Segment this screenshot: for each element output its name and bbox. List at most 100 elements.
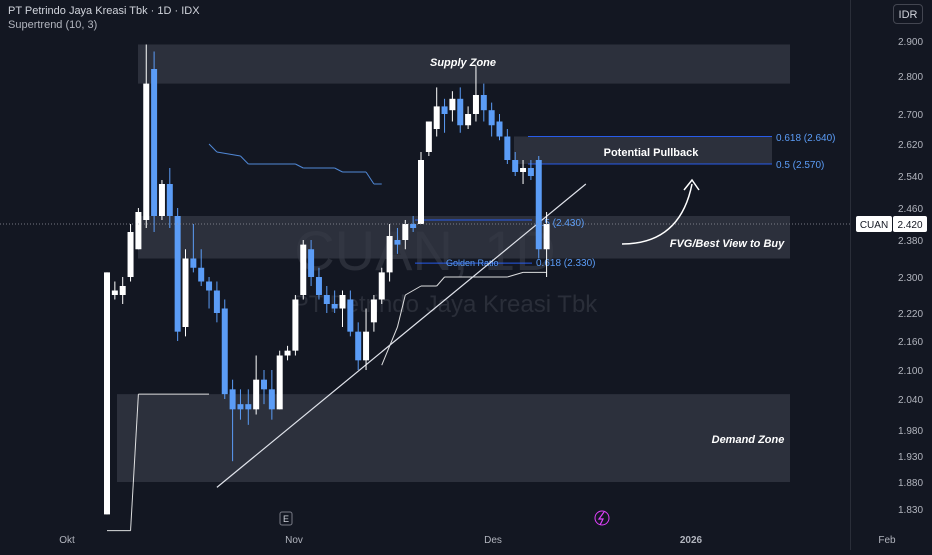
candle-body[interactable]	[229, 389, 236, 410]
candle-body[interactable]	[418, 160, 424, 224]
candle-body[interactable]	[378, 272, 385, 300]
supertrend-line	[208, 143, 218, 153]
candle-body[interactable]	[119, 286, 126, 295]
candle-body[interactable]	[127, 232, 134, 277]
supertrend-line	[240, 155, 249, 165]
y-tick-label: 2.700	[898, 110, 923, 121]
y-tick-label: 2.900	[898, 37, 923, 48]
fvg-label: FVG/Best View to Buy	[670, 238, 785, 250]
supertrend-line	[295, 163, 304, 169]
candle-body[interactable]	[268, 389, 275, 410]
y-tick-label: 1.980	[898, 426, 923, 437]
candle-body[interactable]	[182, 258, 189, 328]
trendline[interactable]	[216, 183, 587, 488]
candle-body[interactable]	[543, 224, 550, 250]
candle-body[interactable]	[402, 224, 409, 240]
candle-body[interactable]	[512, 160, 519, 172]
price-tag-label: 2.420	[897, 220, 922, 231]
candle-body[interactable]	[135, 212, 142, 250]
y-tick-label: 2.220	[898, 309, 923, 320]
candle-body[interactable]	[520, 168, 527, 172]
candle-body[interactable]	[323, 295, 330, 304]
candle-body[interactable]	[292, 299, 299, 351]
arrow-head	[683, 178, 700, 191]
candle-body[interactable]	[315, 277, 322, 295]
candle-body[interactable]	[535, 160, 542, 250]
candle-body[interactable]	[308, 249, 315, 277]
y-tick-label: 2.040	[898, 395, 923, 406]
golden-ratio-label: Golden Ratio	[446, 258, 499, 268]
fib-level-label: 0.618 (2.640)	[776, 133, 836, 144]
y-tick-label: 1.830	[898, 505, 923, 516]
ticker-tag[interactable]	[856, 216, 892, 232]
candle-body[interactable]	[158, 184, 165, 216]
candle-body[interactable]	[300, 244, 307, 295]
supertrend-line	[130, 394, 139, 531]
pullback-label: Potential Pullback	[604, 147, 700, 159]
pullback-zone[interactable]	[514, 136, 772, 165]
indicator-label[interactable]: Supertrend (10, 3)	[8, 19, 98, 31]
lightning-icon	[597, 511, 605, 526]
candle-body[interactable]	[143, 83, 150, 220]
y-tick-label: 1.880	[898, 478, 923, 489]
candle-body[interactable]	[363, 331, 370, 361]
candle-body[interactable]	[465, 114, 472, 126]
supertrend-line	[405, 285, 422, 296]
candle-body[interactable]	[166, 184, 173, 216]
price-tag[interactable]	[893, 216, 927, 232]
candle-body[interactable]	[488, 110, 495, 126]
candle-body[interactable]	[480, 95, 487, 111]
candle-body[interactable]	[284, 350, 291, 356]
candle-body[interactable]	[504, 136, 511, 161]
candle-body[interactable]	[339, 295, 346, 309]
earnings-marker[interactable]	[279, 511, 293, 526]
candle-body[interactable]	[370, 299, 377, 323]
candle-body[interactable]	[441, 106, 448, 114]
candle-body[interactable]	[198, 267, 205, 282]
candle-body[interactable]	[261, 379, 267, 390]
dividend-icon[interactable]	[594, 510, 610, 526]
demand-zone[interactable]	[117, 394, 790, 482]
candle-body[interactable]	[457, 98, 464, 126]
demand-zone-label: Demand Zone	[712, 434, 785, 446]
candle-body[interactable]	[355, 331, 362, 361]
candle-body[interactable]	[433, 106, 440, 129]
candle-body[interactable]	[410, 224, 417, 228]
supply-zone-label: Supply Zone	[430, 57, 496, 69]
candle-body[interactable]	[151, 69, 158, 216]
candle-body[interactable]	[104, 272, 110, 515]
candle-body[interactable]	[472, 95, 479, 114]
candle-body[interactable]	[347, 299, 354, 332]
candle-body[interactable]	[245, 404, 252, 410]
candle-body[interactable]	[331, 304, 338, 309]
candle-body[interactable]	[174, 216, 181, 332]
candle-body[interactable]	[425, 121, 432, 153]
candle-body[interactable]	[394, 240, 401, 245]
x-tick-label: Nov	[285, 535, 303, 546]
fvg-zone[interactable]	[138, 216, 790, 259]
y-tick-label: 2.800	[898, 72, 923, 83]
candle-body[interactable]	[190, 258, 197, 268]
symbol-title[interactable]: PT Petrindo Jaya Kreasi Tbk · 1D · IDX	[8, 5, 200, 17]
y-tick-label: 2.160	[898, 337, 923, 348]
y-tick-label: 2.100	[898, 366, 923, 377]
candle-body[interactable]	[386, 236, 393, 273]
candle-body[interactable]	[221, 308, 228, 395]
currency-button[interactable]: IDR	[893, 4, 923, 24]
candle-body[interactable]	[237, 404, 244, 410]
candle-body[interactable]	[213, 290, 220, 314]
candle-body[interactable]	[111, 290, 118, 296]
x-tick-label: Feb	[878, 535, 896, 546]
supply-zone[interactable]	[138, 44, 790, 84]
fib-level-label: 0.618 (2.330)	[536, 258, 596, 269]
y-tick-label: 2.460	[898, 204, 923, 215]
candle-body[interactable]	[276, 355, 283, 410]
candle-body[interactable]	[496, 121, 503, 137]
candle-body[interactable]	[527, 168, 534, 176]
candle-body[interactable]	[206, 281, 213, 291]
candle-body[interactable]	[449, 98, 456, 111]
candle-body[interactable]	[253, 379, 260, 410]
watermark-name: PT Petrindo Jaya Kreasi Tbk	[293, 291, 599, 318]
